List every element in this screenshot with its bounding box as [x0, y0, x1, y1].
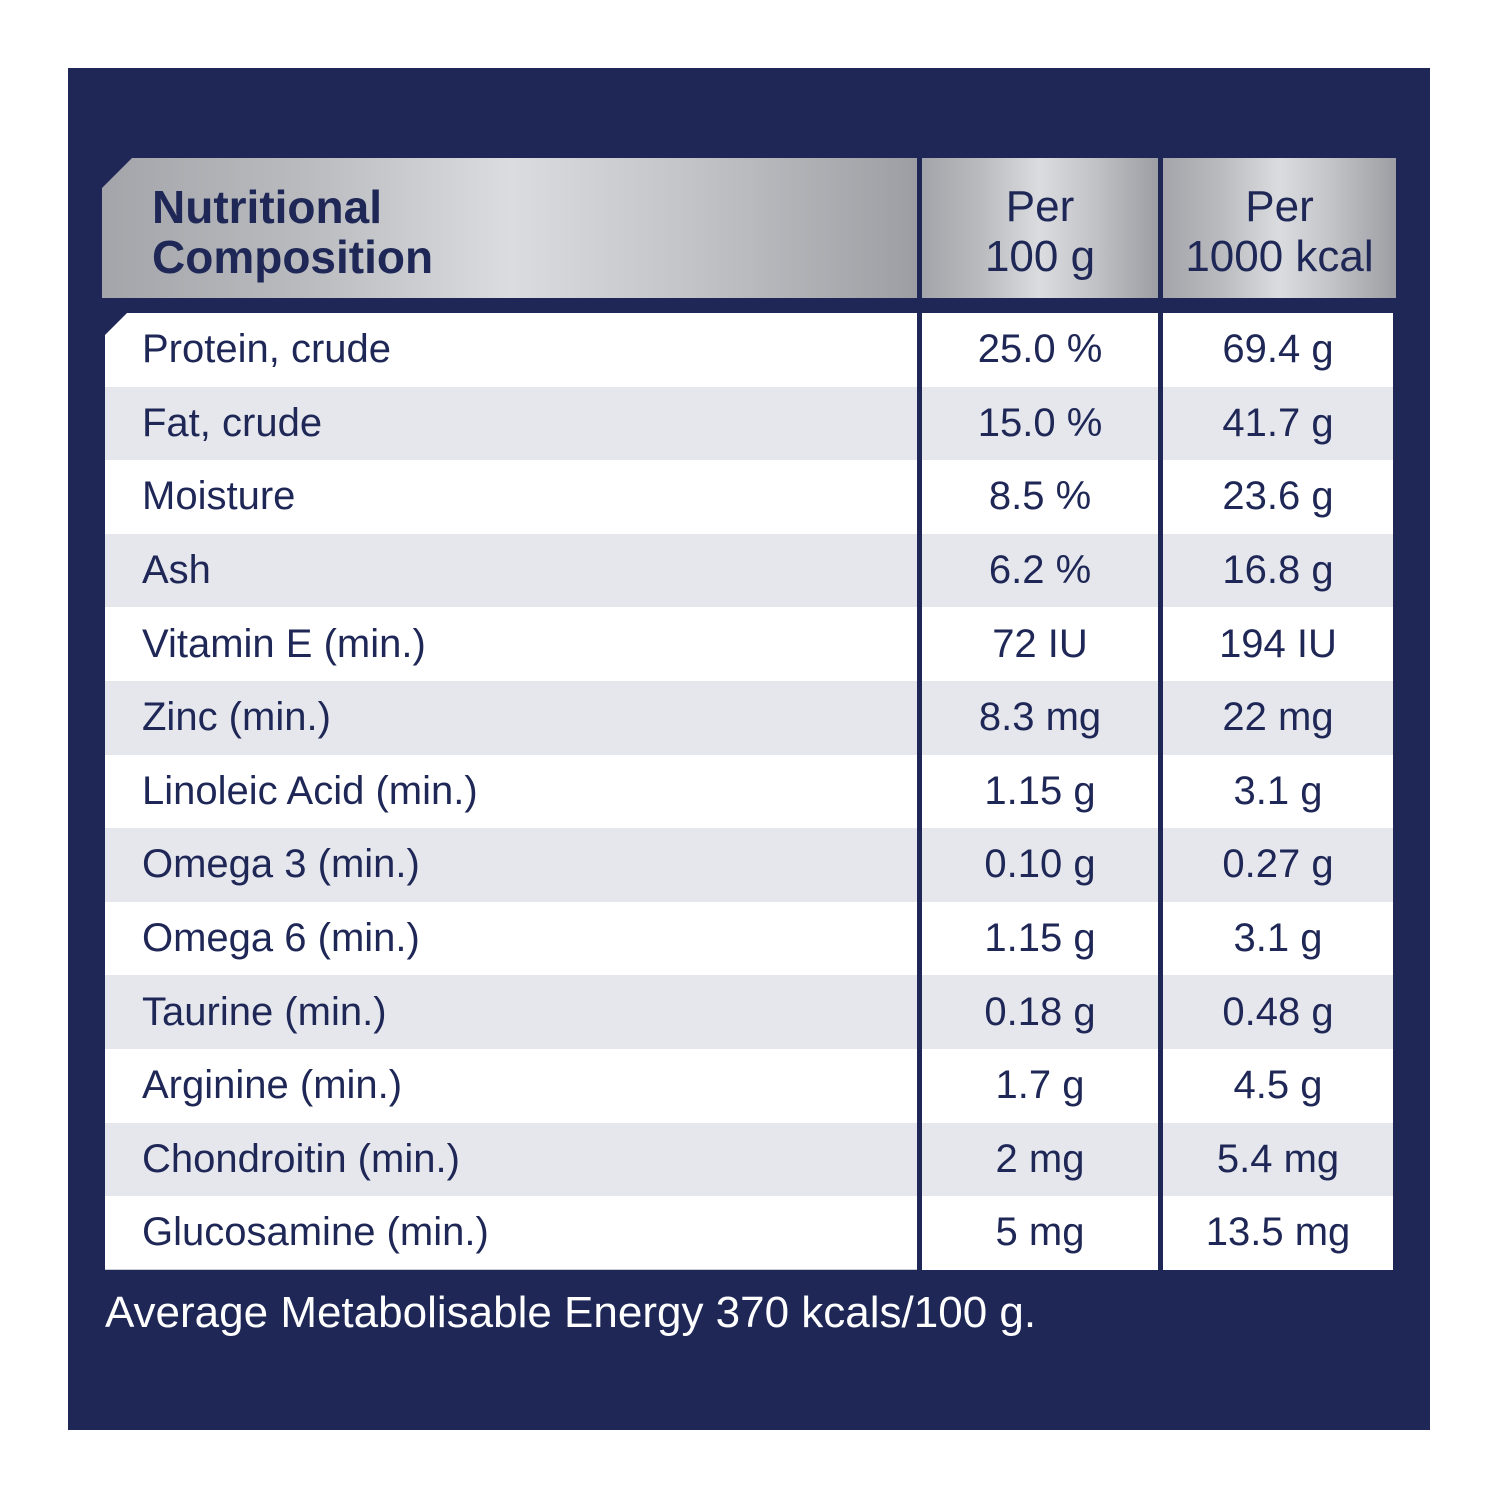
nutrient-name-cell: Taurine (min.)	[105, 975, 917, 1049]
nutrient-name-cell: Moisture	[105, 460, 917, 534]
nutrient-name-cell: Glucosamine (min.)	[105, 1196, 917, 1270]
column-header-per-100g: Per 100 g	[984, 182, 1096, 281]
per-1000kcal-cell: 3.1 g	[1163, 901, 1393, 976]
per-1000kcal-cell: 0.48 g	[1163, 975, 1393, 1049]
per-100g-cell: 8.5 %	[922, 460, 1158, 534]
table-title: Nutritional Composition	[152, 181, 434, 283]
per-100g-cell: 2 mg	[922, 1122, 1158, 1197]
per-100g-cell: 0.10 g	[922, 828, 1158, 902]
energy-footnote: Average Metabolisable Energy 370 kcals/1…	[105, 1288, 1037, 1337]
nutrient-name-cell: Ash	[105, 533, 917, 608]
nutrient-name-cell: Vitamin E (min.)	[105, 607, 917, 681]
nutrient-name-cell: Linoleic Acid (min.)	[105, 754, 917, 829]
per-1000kcal-cell: 69.4 g	[1163, 313, 1393, 387]
per-1000kcal-cell: 13.5 mg	[1163, 1196, 1393, 1270]
nutrient-name-cell: Zinc (min.)	[105, 680, 917, 755]
per-100g-cell: 15.0 %	[922, 386, 1158, 461]
per-100g-cell: 72 IU	[922, 607, 1158, 681]
header-per-100g-cell: Per 100 g	[922, 158, 1158, 298]
per-100g-cell: 25.0 %	[922, 313, 1158, 387]
per-100g-cell: 1.15 g	[922, 901, 1158, 976]
per-1000kcal-cell: 194 IU	[1163, 607, 1393, 681]
per-1000kcal-cell: 5.4 mg	[1163, 1122, 1393, 1197]
per-1000kcal-cell: 4.5 g	[1163, 1048, 1393, 1123]
per-100g-cell: 1.7 g	[922, 1048, 1158, 1123]
per-1000kcal-cell: 22 mg	[1163, 680, 1393, 755]
per-1000kcal-cell: 3.1 g	[1163, 754, 1393, 829]
nutrient-name-cell: Fat, crude	[105, 386, 917, 461]
nutrient-name-column: Protein, crude Fat, crude Moisture Ash Vitam…	[105, 313, 917, 1270]
per-100g-cell: 0.18 g	[922, 975, 1158, 1049]
column-header-per-1000kcal: Per 1000 kcal	[1185, 182, 1374, 281]
nutrient-name-cell: Arginine (min.)	[105, 1048, 917, 1123]
per-100g-cell: 6.2 %	[922, 533, 1158, 608]
per-1000kcal-cell: 0.27 g	[1163, 828, 1393, 902]
nutrient-name-cell: Omega 3 (min.)	[105, 828, 917, 902]
per-100g-cell: 5 mg	[922, 1196, 1158, 1270]
header-per-1000kcal-cell: Per 1000 kcal	[1163, 158, 1396, 298]
nutrient-name-cell: Omega 6 (min.)	[105, 901, 917, 976]
per-1000kcal-cell: 23.6 g	[1163, 460, 1393, 534]
nutrient-name-cell: Chondroitin (min.)	[105, 1122, 917, 1197]
per-1000kcal-column: 69.4 g 41.7 g 23.6 g 16.8 g 194 IU 22 mg 3.1 g…	[1163, 313, 1393, 1270]
per-1000kcal-cell: 16.8 g	[1163, 533, 1393, 608]
per-100g-cell: 1.15 g	[922, 754, 1158, 829]
nutrient-name-cell: Protein, crude	[105, 313, 917, 387]
header-nutrient-cell: Nutritional Composition	[102, 158, 917, 298]
per-1000kcal-cell: 41.7 g	[1163, 386, 1393, 461]
per-100g-cell: 8.3 mg	[922, 680, 1158, 755]
